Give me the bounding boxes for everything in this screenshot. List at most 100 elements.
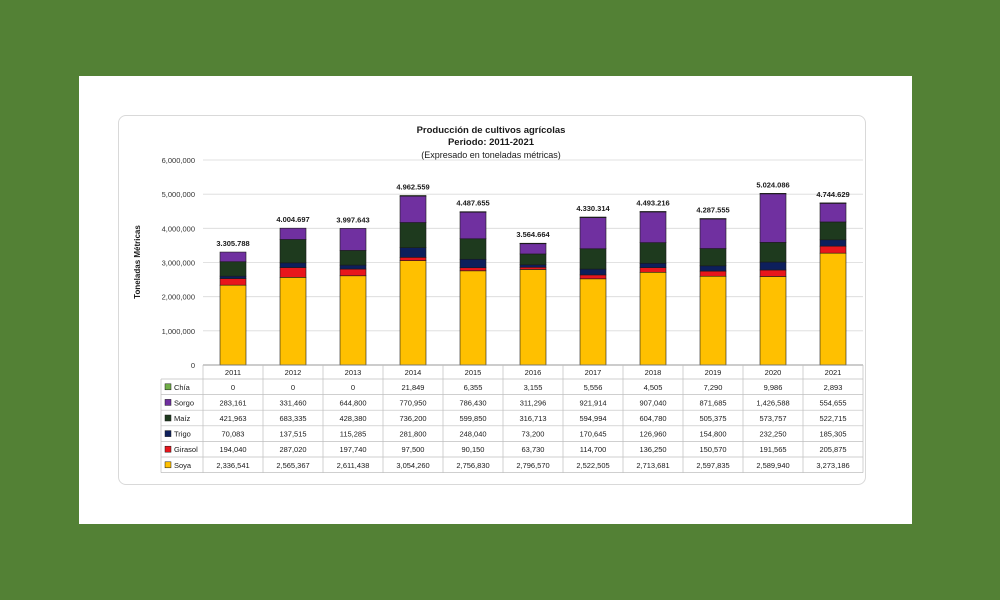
- total-label: 4.004.697: [276, 215, 309, 224]
- legend-swatch: [164, 383, 172, 391]
- bar-segment: [519, 253, 547, 266]
- x-tick-label: 2012: [285, 368, 302, 377]
- data-label: 786,430: [459, 398, 486, 407]
- data-label: 2,589,940: [756, 461, 789, 470]
- x-tick-label: 2017: [585, 368, 602, 377]
- y-axis: 0 1,000,000 2,000,000 3,000,000 4,000,000 5,0…: [162, 156, 195, 370]
- bar-segment: [759, 193, 787, 195]
- bar-segment: [279, 277, 307, 366]
- bar-segment: [459, 267, 487, 272]
- x-tick-label: 2018: [645, 368, 662, 377]
- chart-units-note: (Expresado en toneladas métricas): [421, 150, 561, 160]
- bar-segment: [819, 245, 847, 254]
- total-label: 4.962.559: [396, 182, 429, 191]
- bar-segment: [759, 261, 787, 271]
- bar-segment: [759, 193, 787, 243]
- y-tick-label: 5,000,000: [162, 190, 195, 199]
- chart-title: Producción de cultivos agrícolas: [416, 125, 566, 136]
- data-table: 2011 2012 2013 2014 2015 2016 2017 2018 2019 2020…: [160, 364, 864, 473]
- data-label: 3,273,186: [816, 461, 849, 470]
- bar-segment: [699, 218, 727, 220]
- legend-swatch: [164, 414, 172, 422]
- data-label: 205,875: [819, 445, 846, 454]
- data-label: 2,796,570: [516, 461, 549, 470]
- data-label: 9,986: [764, 383, 783, 392]
- legend-swatch: [164, 430, 172, 437]
- data-label: 594,994: [579, 414, 606, 423]
- data-label: 114,700: [580, 445, 607, 454]
- total-label: 4.330.314: [576, 204, 610, 213]
- bar-segment: [519, 243, 547, 255]
- bar-segment: [519, 266, 547, 270]
- data-label: 2,565,367: [276, 461, 309, 470]
- y-axis-label: Toneladas Métricas: [133, 225, 142, 299]
- legend-swatch: [164, 445, 172, 453]
- x-tick-label: 2015: [465, 368, 482, 377]
- data-label: 2,522,505: [576, 461, 609, 470]
- data-label: 287,020: [279, 445, 306, 454]
- bar-segment: [699, 275, 727, 366]
- data-label: 599,850: [459, 414, 486, 423]
- total-label: 4.493.216: [636, 198, 669, 207]
- legend-label: Maíz: [174, 414, 191, 423]
- data-label: 907,040: [639, 398, 666, 407]
- bar-segment: [459, 270, 487, 366]
- data-label: 736,200: [399, 414, 426, 423]
- bar-segment: [819, 221, 847, 241]
- total-label: 3.305.788: [216, 239, 249, 248]
- bar-segment: [339, 250, 367, 266]
- bar-segment: [219, 278, 247, 286]
- bar-segment: [579, 248, 607, 270]
- y-tick-label: 4,000,000: [162, 224, 195, 233]
- x-tick-label: 2014: [405, 368, 422, 377]
- data-label: 150,570: [699, 445, 726, 454]
- data-label: 2,611,438: [337, 461, 370, 470]
- data-label: 522,715: [819, 414, 846, 423]
- data-label: 871,685: [699, 398, 726, 407]
- bar-segment: [819, 202, 847, 204]
- y-tick-label: 6,000,000: [162, 156, 195, 165]
- data-label: 3,155: [524, 383, 543, 392]
- bar-segment: [699, 248, 727, 267]
- total-label: 3.997.643: [336, 215, 369, 224]
- legend-label: Trigo: [174, 430, 191, 439]
- bar-segment: [279, 227, 307, 240]
- data-label: 97,500: [402, 445, 425, 454]
- bar-segment: [639, 242, 667, 264]
- data-label: 70,083: [222, 430, 245, 439]
- data-label: 232,250: [759, 430, 786, 439]
- data-label: 331,460: [279, 398, 306, 407]
- x-tick-label: 2020: [765, 368, 782, 377]
- bar-segment: [339, 275, 367, 366]
- data-label: 115,285: [340, 430, 367, 439]
- bar-segment: [579, 216, 607, 250]
- data-label: 4,505: [644, 383, 663, 392]
- data-label: 197,740: [339, 445, 366, 454]
- data-label: 126,960: [639, 430, 666, 439]
- bar-segment: [639, 211, 667, 213]
- bar-segment: [339, 268, 367, 277]
- bar-segment: [819, 202, 847, 223]
- data-label: 421,963: [219, 414, 246, 423]
- x-tick-label: 2013: [345, 368, 362, 377]
- bar-segment: [579, 216, 607, 218]
- bar-segment: [339, 264, 367, 270]
- data-label: 2,713,681: [636, 461, 669, 470]
- data-label: 0: [291, 383, 295, 392]
- data-label: 1,426,588: [756, 398, 789, 407]
- data-label: 428,380: [339, 414, 366, 423]
- data-label: 154,800: [699, 430, 726, 439]
- total-label: 3.564.664: [516, 230, 550, 239]
- bar-segment: [819, 239, 847, 247]
- bar-segment: [279, 239, 307, 264]
- y-tick-label: 2,000,000: [162, 293, 195, 302]
- bar-segment: [639, 262, 667, 268]
- data-label: 505,375: [699, 414, 726, 423]
- data-label: 63,730: [522, 445, 545, 454]
- legend-label: Sorgo: [174, 398, 194, 407]
- bar-segment: [579, 274, 607, 280]
- total-label: 4.287.555: [696, 206, 729, 215]
- legend-label: Chía: [174, 383, 191, 392]
- bar-segment: [759, 276, 787, 366]
- bar-segment: [219, 275, 247, 279]
